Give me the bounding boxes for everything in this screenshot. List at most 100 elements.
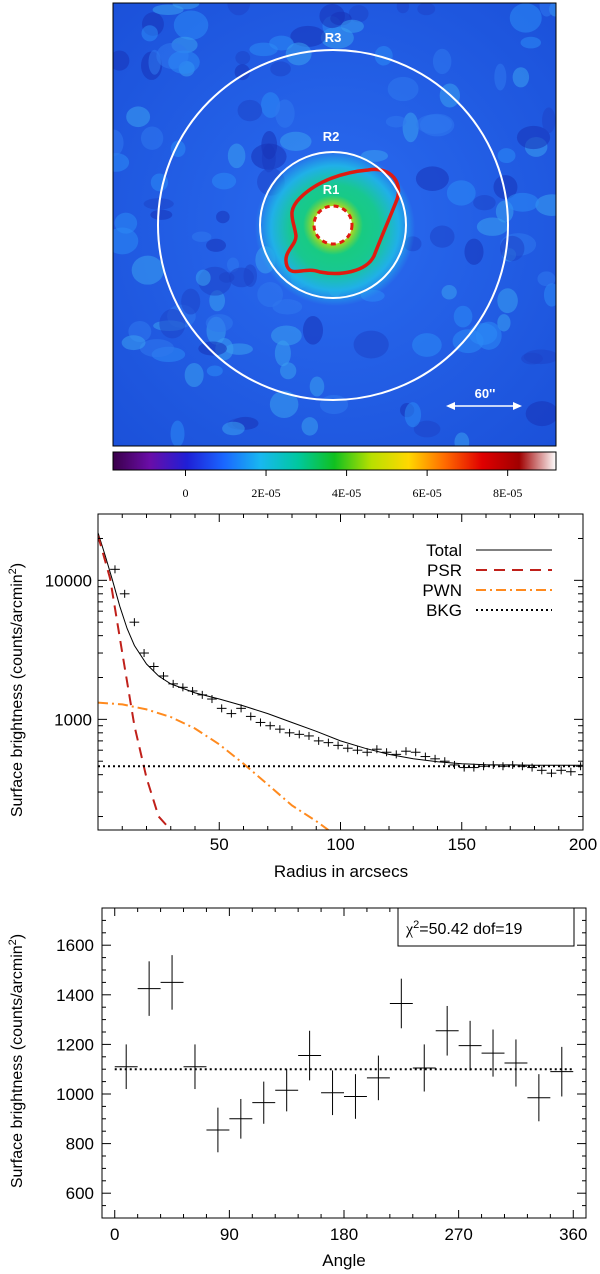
noise-blob <box>497 148 516 164</box>
colorbar-tick-label: 6E-05 <box>412 486 441 500</box>
angle-y-tick-label: 600 <box>66 1184 94 1203</box>
noise-blob <box>535 194 556 216</box>
angle-y-tick-label: 1200 <box>56 1035 94 1054</box>
colorbar-tick-label: 8E-05 <box>493 486 522 500</box>
noise-blob <box>452 329 484 354</box>
ring-r2 <box>259 151 407 299</box>
noise-blob <box>150 209 173 220</box>
image-frame <box>112 2 557 447</box>
noise-blob <box>520 36 542 49</box>
noise-blob <box>412 333 442 357</box>
ring-r1 <box>312 204 354 246</box>
noise-blob <box>340 19 364 33</box>
legend-label-total: Total <box>426 541 462 560</box>
noise-blob <box>191 231 212 242</box>
noise-blob <box>516 125 551 150</box>
noise-blob <box>249 42 278 57</box>
noise-blob <box>506 192 539 212</box>
noise-blob <box>269 390 299 419</box>
noise-blob <box>509 3 542 33</box>
noise-blob <box>476 217 509 236</box>
noise-blob <box>152 4 184 15</box>
noise-blob <box>114 212 138 234</box>
noise-blob <box>227 143 246 169</box>
colorbar <box>112 451 557 471</box>
profile-x-tick-label: 50 <box>210 835 229 854</box>
legend-label-pwn: PWN <box>422 581 462 600</box>
noise-blob <box>139 339 174 358</box>
noise-blob <box>113 227 139 255</box>
angle-y-tick-label: 1000 <box>56 1085 94 1104</box>
angle-x-axis-label: Angle <box>322 1251 365 1270</box>
noise-blob <box>453 305 473 328</box>
noise-blob <box>396 3 410 14</box>
angle-y-axis-label: Surface brightness (counts/arcmin2) <box>7 934 26 1188</box>
legend-label-psr: PSR <box>427 561 462 580</box>
angle-x-tick-label: 270 <box>444 1225 472 1244</box>
noise-blob <box>168 50 200 74</box>
noise-blob <box>413 420 441 438</box>
noise-blob <box>206 238 227 252</box>
noise-blob <box>446 180 476 206</box>
noise-blob <box>279 131 312 151</box>
colorbar-tick-label: 0 <box>182 486 188 500</box>
profile-y-tick-label: 10000 <box>45 571 92 590</box>
noise-blob <box>454 432 470 446</box>
noise-blob <box>257 282 284 308</box>
noise-blob <box>170 420 185 446</box>
fit-annotation-box <box>397 907 575 947</box>
noise-blob <box>543 283 556 307</box>
noise-blob <box>417 3 436 16</box>
noise-blob <box>271 325 302 346</box>
noise-blob <box>237 99 263 122</box>
azimuthal-profile-chart: 0 90 180 270 360 600 800 1000 1200 1400 1600 Angle… <box>7 907 587 1270</box>
angle-x-tick-label: 180 <box>330 1225 358 1244</box>
noise-blob <box>113 129 124 157</box>
noise-blob <box>497 288 518 314</box>
noise-blob <box>415 166 449 191</box>
noise-blob <box>525 401 556 427</box>
profile-frame <box>97 513 584 831</box>
colorbar-tick-label: 4E-05 <box>332 486 361 500</box>
noise-blob <box>113 50 130 71</box>
noise-blob <box>493 175 518 200</box>
noise-blob <box>274 340 291 367</box>
noise-blob <box>500 235 525 262</box>
noise-blob <box>353 330 389 359</box>
colorbar-ticks: 0 2E-05 4E-05 6E-05 8E-05 <box>182 470 522 500</box>
angle-x-tick-label: 90 <box>220 1225 239 1244</box>
noise-blob <box>121 335 146 351</box>
noise-blob <box>432 48 452 75</box>
noise-blob <box>542 107 556 134</box>
scale-bar-arrow-right <box>513 402 522 410</box>
profile-x-tick-label: 200 <box>569 835 597 854</box>
noise-blob <box>228 267 254 288</box>
noise-blob <box>402 112 419 143</box>
noise-blob <box>140 126 164 150</box>
noise-blob <box>131 255 164 285</box>
noise-blob <box>497 314 511 332</box>
xray-image-panel: R3 R2 R1 60'' 0 2E-05 4E-05 6E-05 8E-05 <box>112 2 557 500</box>
noise-blob <box>195 269 211 286</box>
noise-blob <box>181 288 201 315</box>
profile-x-axis-label: Radius in arcsecs <box>274 862 408 881</box>
noise-blob <box>206 365 223 377</box>
noise-blob <box>219 272 235 283</box>
noise-blob <box>537 271 556 287</box>
noise-blob <box>319 3 345 29</box>
noise-blob <box>173 10 209 40</box>
noise-blob <box>211 172 237 190</box>
noise-blob <box>159 309 186 339</box>
noise-blob <box>309 376 325 397</box>
series-pwn-line <box>98 701 329 830</box>
noise-blob <box>198 341 227 356</box>
noise-blob <box>416 114 453 134</box>
angle-x-tick-label: 360 <box>559 1225 587 1244</box>
noise-blob <box>348 5 369 23</box>
ring-label-r2: R2 <box>323 129 340 144</box>
noise-blobs <box>113 3 556 446</box>
profile-x-tick-label: 150 <box>448 835 476 854</box>
noise-blob <box>290 25 326 47</box>
angle-y-tick-label: 1600 <box>56 936 94 955</box>
